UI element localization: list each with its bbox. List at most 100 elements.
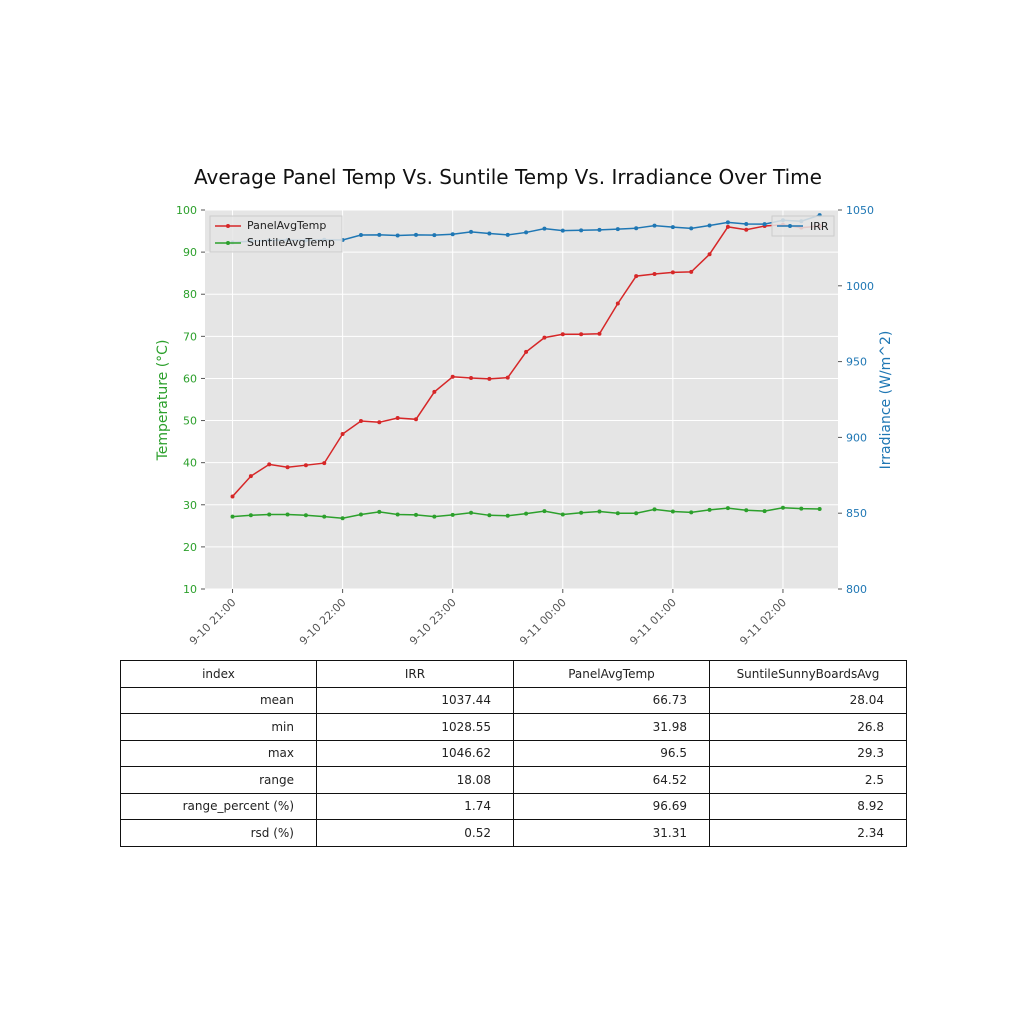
data-point-suntileavgtemp <box>579 510 584 515</box>
data-point-suntileavgtemp <box>670 509 675 514</box>
table-cell: rsd (%) <box>120 819 317 847</box>
data-point-panelavgtemp <box>248 474 253 479</box>
x-tick-label: 9-10 21:00 <box>187 596 239 648</box>
data-point-suntileavgtemp <box>615 511 620 516</box>
data-point-panelavgtemp <box>524 349 529 354</box>
table-cell: 2.5 <box>709 766 907 794</box>
data-point-irr <box>579 228 584 233</box>
table-row: range_percent (%) 1.74 96.69 8.92 <box>120 792 907 820</box>
left-tick-label: 60 <box>183 372 197 385</box>
data-point-suntileavgtemp <box>780 505 785 510</box>
left-tick-label: 90 <box>183 246 197 259</box>
data-point-suntileavgtemp <box>377 509 382 514</box>
right-tick-label: 1000 <box>846 280 874 293</box>
data-point-irr <box>395 233 400 238</box>
data-point-panelavgtemp <box>340 432 345 437</box>
plot-area <box>205 210 838 589</box>
data-point-suntileavgtemp <box>487 513 492 518</box>
data-point-panelavgtemp <box>322 461 327 466</box>
data-point-suntileavgtemp <box>340 516 345 521</box>
right-tick-label: 1050 <box>846 204 874 217</box>
data-point-irr <box>487 231 492 236</box>
data-point-suntileavgtemp <box>762 509 767 514</box>
left-tick-label: 100 <box>176 204 197 217</box>
legend-label-irr: IRR <box>810 220 829 233</box>
legend-left-box <box>209 215 343 253</box>
data-point-suntileavgtemp <box>248 513 253 518</box>
table-cell: min <box>120 713 317 741</box>
data-point-suntileavgtemp <box>469 510 474 515</box>
data-point-suntileavgtemp <box>634 511 639 516</box>
data-point-panelavgtemp <box>634 274 639 279</box>
x-tick-label: 9-10 23:00 <box>407 596 459 648</box>
data-point-panelavgtemp <box>358 418 363 423</box>
table-cell: 28.04 <box>709 686 907 714</box>
table-cell: 26.8 <box>709 713 907 741</box>
legend-right: IRR <box>771 215 835 237</box>
left-tick-label: 10 <box>183 583 197 596</box>
table-cell: mean <box>120 686 317 714</box>
table-cell: 64.52 <box>513 766 710 794</box>
data-point-irr <box>707 223 712 228</box>
x-axis-ticks: 9-10 21:00 9-10 22:00 9-10 23:00 9-11 00:00… <box>187 589 789 648</box>
table-cell: range <box>120 766 317 794</box>
right-tick-label: 900 <box>846 431 867 444</box>
legend-marker-panelavgtemp <box>226 224 230 228</box>
data-point-suntileavgtemp <box>414 512 418 517</box>
right-tick-label: 800 <box>846 583 867 596</box>
data-point-irr <box>358 233 363 238</box>
data-point-suntileavgtemp <box>285 512 290 517</box>
left-tick-label: 50 <box>183 415 197 428</box>
data-point-irr <box>725 220 730 225</box>
data-point-panelavgtemp <box>267 462 272 467</box>
left-tick-label: 70 <box>183 330 197 343</box>
x-tick-label: 9-11 01:00 <box>627 596 679 648</box>
right-tick-label: 950 <box>846 356 867 369</box>
table-header: IRR <box>316 660 514 688</box>
data-point-panelavgtemp <box>450 374 455 379</box>
x-tick-label: 9-11 02:00 <box>737 596 789 648</box>
data-point-irr <box>505 232 510 237</box>
table-row: mean 1037.44 66.73 28.04 <box>120 686 907 714</box>
table-header: SuntileSunnyBoardsAvg <box>709 660 907 688</box>
table-cell: 66.73 <box>513 686 710 714</box>
data-point-panelavgtemp <box>487 376 492 381</box>
legend-left: PanelAvgTemp SuntileAvgTemp <box>209 215 343 253</box>
data-point-irr <box>432 233 437 238</box>
left-axis-label: Temperature (°C) <box>155 340 171 462</box>
table-cell: 96.69 <box>513 792 710 820</box>
data-point-suntileavgtemp <box>432 514 437 519</box>
table-cell: 31.98 <box>513 713 710 741</box>
data-point-suntileavgtemp <box>230 514 235 519</box>
data-point-panelavgtemp <box>560 332 565 337</box>
data-point-panelavgtemp <box>505 375 510 380</box>
chart-title: Average Panel Temp Vs. Suntile Temp Vs. … <box>194 165 822 189</box>
left-tick-label: 80 <box>183 288 197 301</box>
data-point-panelavgtemp <box>579 332 584 337</box>
data-point-panelavgtemp <box>414 417 418 422</box>
data-point-suntileavgtemp <box>725 506 730 511</box>
series-layer <box>230 213 822 521</box>
data-point-suntileavgtemp <box>524 511 529 516</box>
data-point-irr <box>542 226 547 231</box>
data-point-panelavgtemp <box>689 269 694 274</box>
table-cell: 0.52 <box>316 819 514 847</box>
data-point-panelavgtemp <box>432 389 437 394</box>
legend-label-panelavgtemp: PanelAvgTemp <box>247 219 326 232</box>
data-point-irr <box>377 232 382 237</box>
data-point-suntileavgtemp <box>799 506 804 511</box>
data-point-panelavgtemp <box>744 227 749 232</box>
table-cell: range_percent (%) <box>120 792 317 820</box>
data-point-panelavgtemp <box>469 376 474 381</box>
stats-table: index IRR PanelAvgTemp SuntileSunnyBoard… <box>120 660 907 847</box>
data-point-suntileavgtemp <box>707 507 712 512</box>
data-point-panelavgtemp <box>670 270 675 275</box>
data-point-irr <box>689 226 694 231</box>
data-point-panelavgtemp <box>615 301 620 306</box>
data-point-suntileavgtemp <box>689 510 694 515</box>
table-cell: 31.31 <box>513 819 710 847</box>
data-point-irr <box>634 226 639 231</box>
right-axis-ticks: 800 850 900 950 1000 1050 <box>838 204 874 596</box>
data-point-panelavgtemp <box>285 465 290 470</box>
data-point-suntileavgtemp <box>597 509 602 514</box>
